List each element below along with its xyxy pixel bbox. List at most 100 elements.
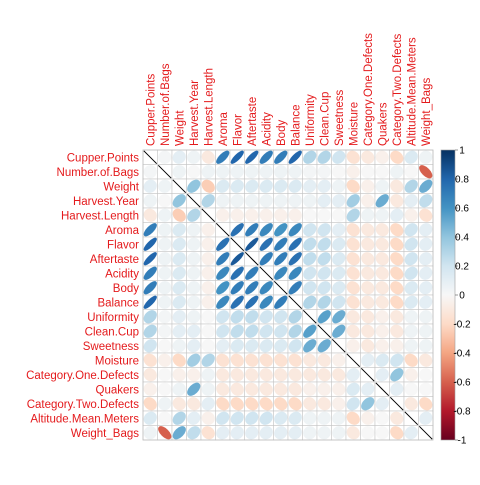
correlation-ellipse — [346, 295, 360, 309]
correlation-ellipse — [201, 295, 215, 309]
correlation-ellipse — [404, 194, 418, 208]
correlation-ellipse — [332, 397, 346, 411]
correlation-ellipse — [143, 295, 157, 309]
column-label: Harvest.Year — [189, 80, 201, 146]
correlation-ellipse — [187, 411, 201, 425]
correlation-ellipse — [288, 426, 302, 440]
correlation-ellipse — [216, 397, 230, 411]
correlation-ellipse — [390, 295, 404, 309]
correlation-ellipse — [317, 223, 331, 237]
correlation-ellipse — [143, 411, 157, 425]
correlation-ellipse — [201, 150, 215, 164]
correlation-ellipse — [201, 411, 215, 425]
correlation-ellipse — [172, 223, 186, 237]
correlation-ellipse — [317, 194, 331, 208]
correlation-ellipse — [230, 266, 244, 280]
correlation-ellipse — [245, 281, 259, 295]
correlation-ellipse — [172, 368, 186, 382]
correlation-ellipse — [303, 237, 317, 251]
correlation-ellipse — [390, 194, 404, 208]
row-label: Sweetness — [83, 341, 140, 353]
correlation-ellipse — [245, 339, 259, 353]
correlation-ellipse — [361, 165, 375, 179]
correlation-ellipse — [230, 165, 244, 179]
correlation-ellipse — [187, 208, 201, 222]
row-label: Category.Two.Defects — [27, 399, 140, 411]
correlation-ellipse — [332, 194, 346, 208]
correlation-ellipse — [143, 281, 157, 295]
correlation-ellipse — [419, 411, 433, 425]
correlation-ellipse — [216, 179, 230, 193]
correlation-ellipse — [274, 397, 288, 411]
correlation-ellipse — [303, 382, 317, 396]
row-label: Aroma — [105, 225, 139, 237]
correlation-ellipse — [361, 223, 375, 237]
column-label: Category.Two.Defects — [392, 33, 404, 146]
correlation-ellipse — [158, 353, 172, 367]
correlation-ellipse — [201, 223, 215, 237]
correlation-ellipse — [274, 165, 288, 179]
correlation-ellipse — [158, 368, 172, 382]
correlation-ellipse — [361, 150, 375, 164]
correlation-ellipse — [303, 266, 317, 280]
correlation-ellipse — [346, 411, 360, 425]
correlation-ellipse — [288, 382, 302, 396]
correlation-ellipse — [404, 179, 418, 193]
correlation-ellipse — [303, 397, 317, 411]
correlation-ellipse — [245, 397, 259, 411]
correlation-ellipse — [419, 266, 433, 280]
diagonal-line — [331, 338, 346, 353]
diagonal-line — [259, 266, 274, 281]
column-label: Harvest.Length — [203, 68, 215, 146]
correlation-ellipse — [187, 266, 201, 280]
row-label: Flavor — [107, 239, 139, 251]
correlation-ellipse — [361, 179, 375, 193]
correlation-ellipse — [158, 194, 172, 208]
correlation-ellipse — [216, 194, 230, 208]
correlation-ellipse — [375, 165, 389, 179]
correlation-ellipse — [303, 353, 317, 367]
correlation-ellipse — [346, 397, 360, 411]
correlation-ellipse — [390, 382, 404, 396]
correlation-ellipse — [172, 281, 186, 295]
correlation-ellipse — [172, 339, 186, 353]
correlation-ellipse — [201, 426, 215, 440]
diagonal-line — [418, 425, 433, 440]
correlation-ellipse — [259, 324, 273, 338]
correlation-ellipse — [230, 208, 244, 222]
correlation-ellipse — [404, 353, 418, 367]
correlation-ellipse — [172, 295, 186, 309]
correlation-ellipse — [158, 252, 172, 266]
correlation-ellipse — [346, 179, 360, 193]
colorbar-tick-label: -0.4 — [453, 349, 471, 360]
correlation-ellipse — [187, 324, 201, 338]
correlation-ellipse — [375, 368, 389, 382]
row-label: Number.of.Bags — [57, 167, 140, 179]
correlation-ellipse — [288, 208, 302, 222]
correlation-ellipse — [390, 310, 404, 324]
correlation-ellipse — [361, 339, 375, 353]
correlation-ellipse — [201, 324, 215, 338]
correlation-ellipse — [274, 266, 288, 280]
correlation-ellipse — [375, 252, 389, 266]
correlation-ellipse — [259, 411, 273, 425]
diagonal-line — [157, 164, 172, 179]
correlation-ellipse — [390, 368, 404, 382]
correlation-ellipse — [245, 368, 259, 382]
correlation-ellipse — [172, 382, 186, 396]
correlation-ellipse — [288, 165, 302, 179]
correlation-ellipse — [390, 426, 404, 440]
row-label: Cupper.Points — [67, 152, 139, 164]
correlation-ellipse — [216, 310, 230, 324]
correlation-ellipse — [274, 368, 288, 382]
correlation-ellipse — [172, 324, 186, 338]
correlation-ellipse — [346, 324, 360, 338]
correlation-ellipse — [172, 208, 186, 222]
correlation-ellipse — [230, 324, 244, 338]
column-label: Flavor — [232, 114, 244, 146]
correlation-ellipse — [230, 411, 244, 425]
correlation-ellipse — [172, 266, 186, 280]
correlation-ellipse — [419, 397, 433, 411]
correlation-ellipse — [259, 150, 273, 164]
correlation-ellipse — [419, 237, 433, 251]
